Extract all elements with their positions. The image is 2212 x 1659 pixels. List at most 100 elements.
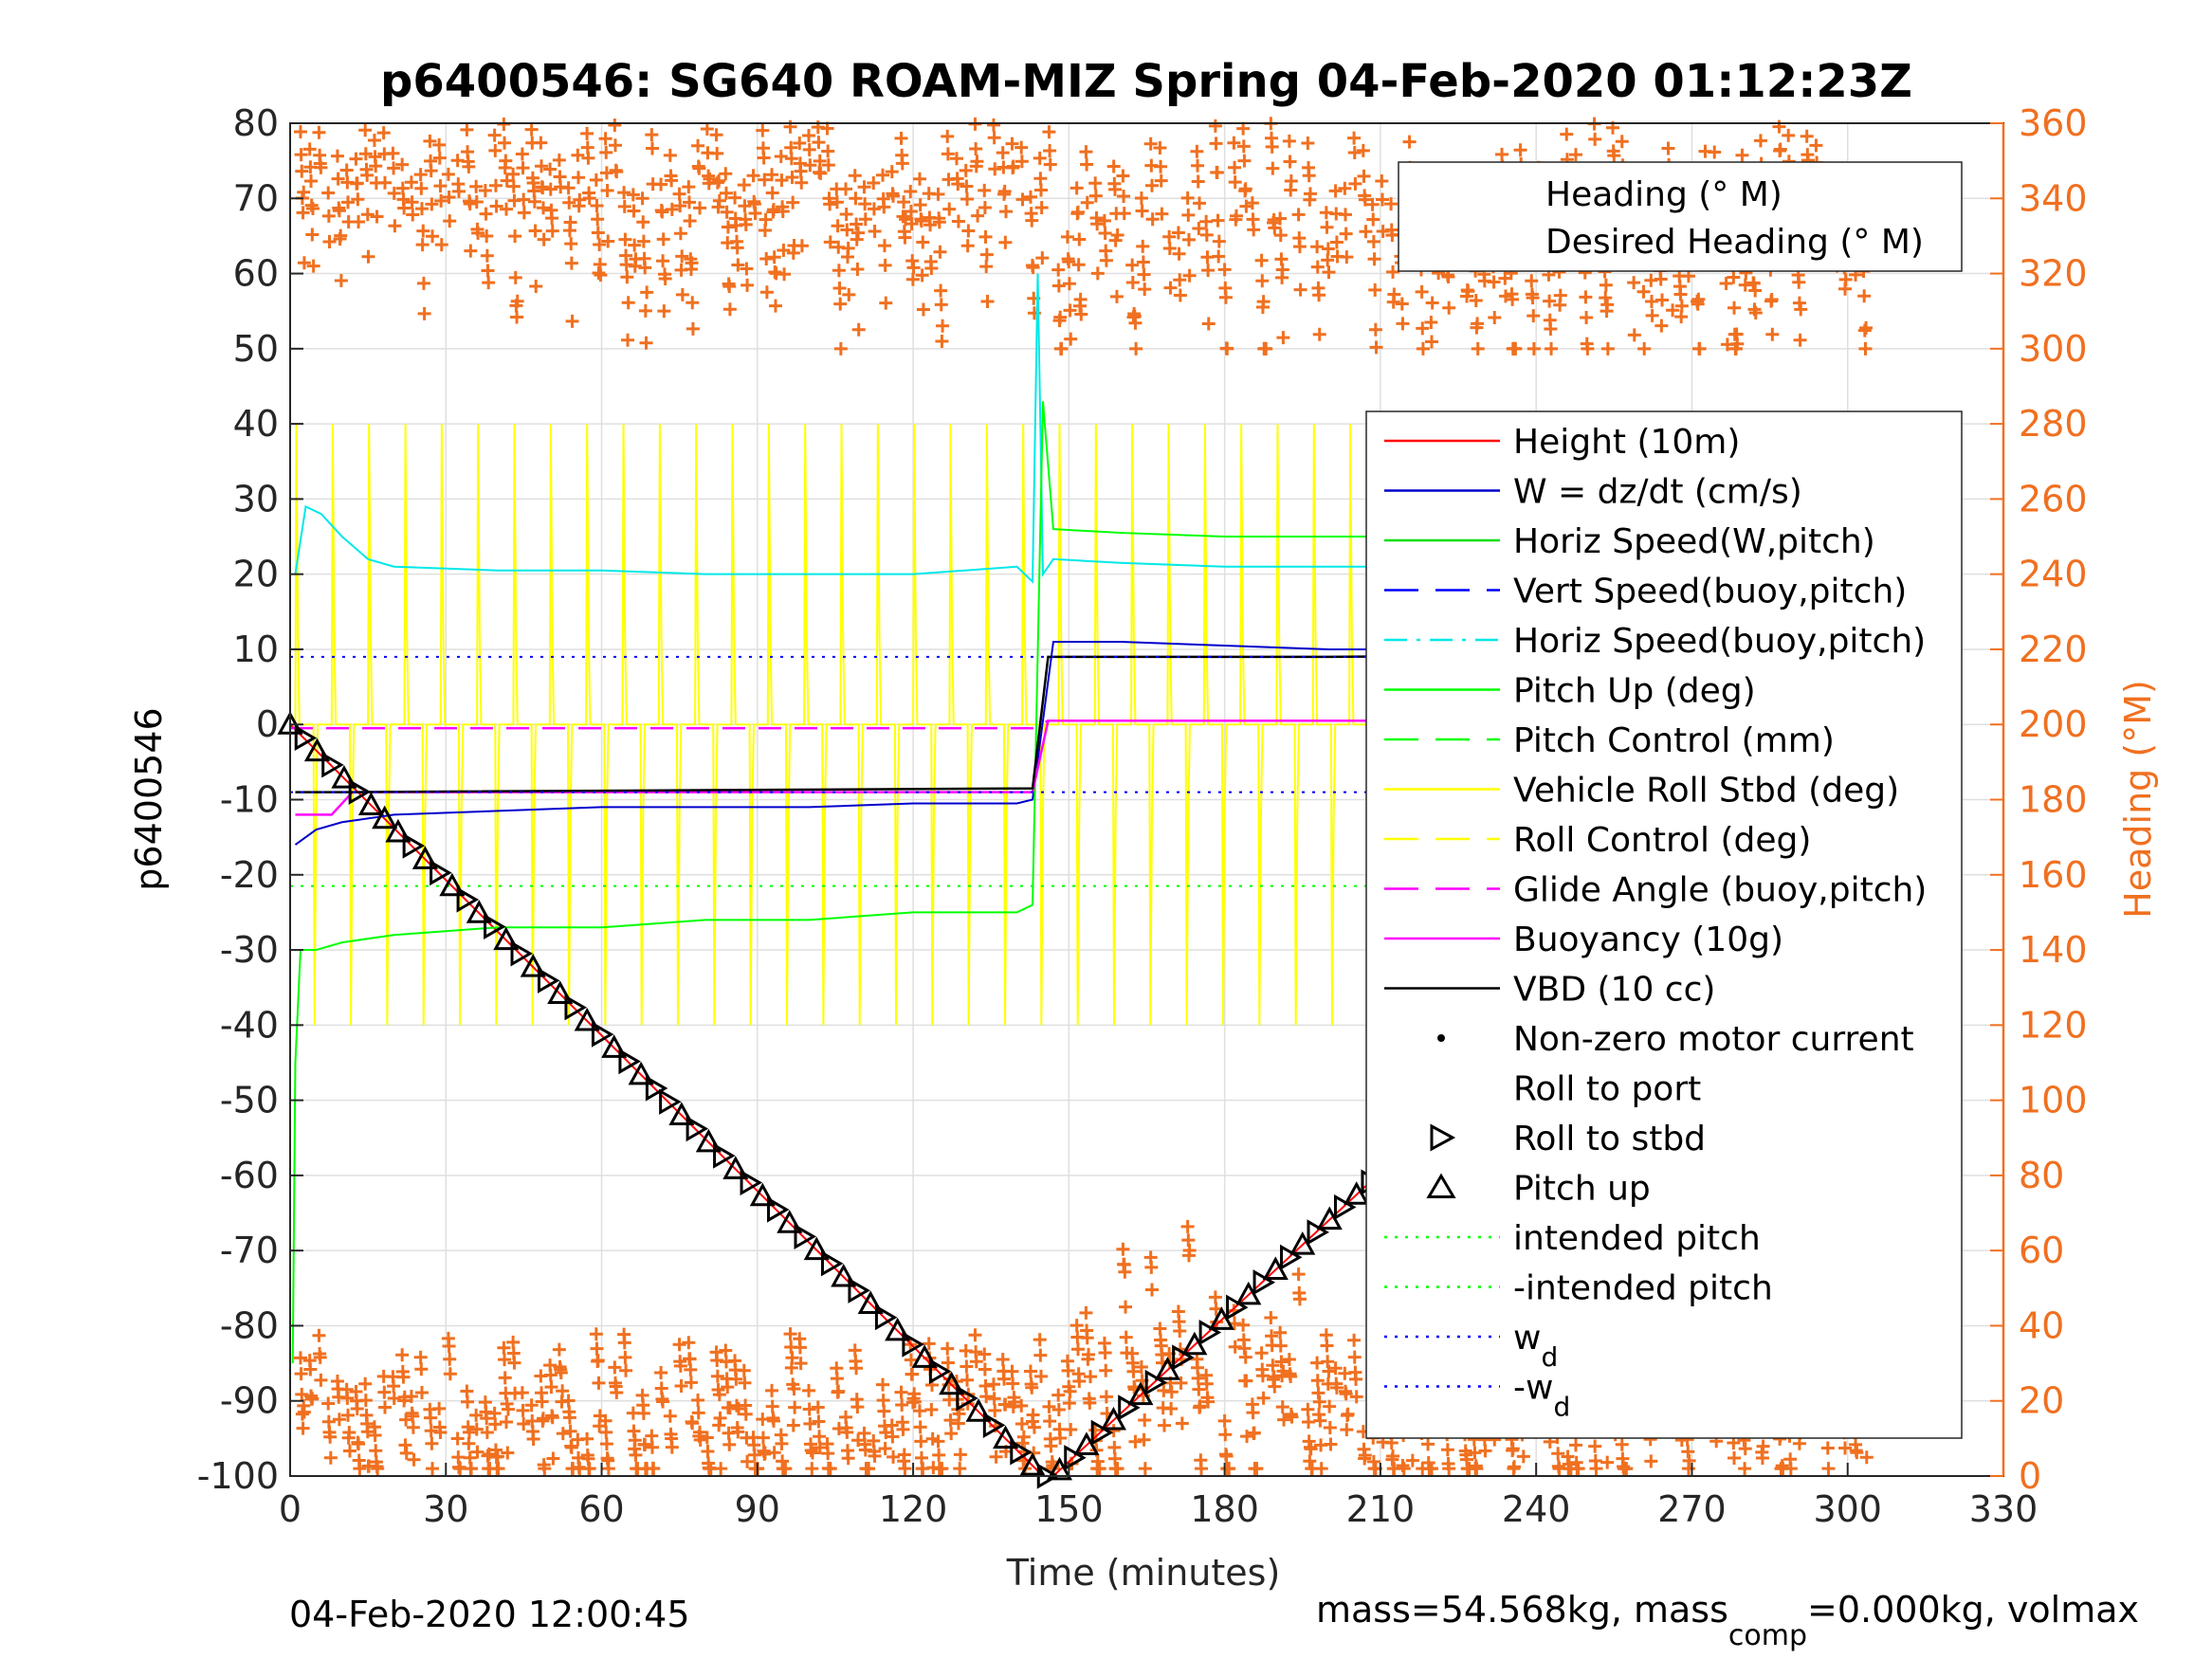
roll-stbd-marker — [294, 724, 318, 752]
heading-point — [425, 1436, 439, 1450]
heading-point — [1053, 1431, 1068, 1446]
heading-point — [1201, 317, 1216, 331]
heading-point — [460, 122, 474, 137]
left-y-axis: 80 70 60 50 40 30 20 10 0 -10 -20 -30 -40 -50 -60 -70 -8… — [197, 102, 303, 1497]
x-tick-label: 240 — [1502, 1488, 1571, 1530]
heading-point — [1164, 1402, 1179, 1416]
heading-point — [729, 1372, 743, 1386]
heading-point — [303, 1362, 318, 1376]
x-axis: 0 30 60 90 120 150 180 210 240 270 300 330 — [279, 1463, 2038, 1530]
heading-point — [481, 264, 495, 278]
roll-stbd-marker — [1118, 1395, 1141, 1421]
pitch-up-marker — [439, 872, 466, 897]
heading-point — [731, 1401, 745, 1415]
heading-point — [388, 219, 402, 233]
heading-point — [1015, 140, 1029, 155]
heading-point — [1755, 1450, 1769, 1465]
heading-point — [1173, 273, 1187, 287]
heading-point — [510, 310, 524, 324]
heading-point — [414, 202, 429, 216]
heading-point — [370, 210, 384, 224]
heading-point — [658, 271, 672, 285]
heading-point — [1023, 190, 1037, 204]
pitch-up-marker — [668, 1102, 695, 1125]
heading-point — [1589, 1462, 1603, 1476]
x-tick-label: 300 — [1813, 1488, 1882, 1530]
pitch-up-marker — [803, 1236, 830, 1261]
heading-point — [645, 141, 659, 155]
heading-point — [1228, 175, 1242, 190]
heading-point — [1425, 296, 1439, 310]
heading-point — [413, 168, 428, 182]
heading-point — [767, 1413, 781, 1428]
heading-point — [342, 1444, 356, 1458]
pitch-up-marker — [993, 1425, 1019, 1449]
heading-point — [1034, 201, 1049, 215]
heading-point — [1119, 1330, 1133, 1344]
heading-point — [1071, 258, 1086, 272]
heading-point — [1277, 1413, 1291, 1427]
heading-point — [932, 1448, 946, 1462]
heading-point — [813, 1430, 827, 1444]
heading-point — [598, 1413, 612, 1428]
heading-point — [1321, 253, 1335, 267]
y-left-tick-label: -70 — [220, 1230, 279, 1271]
heading-point — [784, 152, 798, 166]
heading-point — [1859, 1450, 1874, 1465]
heading-point — [1386, 1449, 1400, 1463]
heading-point — [721, 1380, 735, 1395]
heading-point — [877, 200, 891, 214]
heading-point — [894, 131, 908, 145]
heading-point — [1138, 283, 1152, 297]
heading-point — [1850, 1446, 1864, 1460]
heading-point — [1301, 1402, 1315, 1416]
heading-point — [1193, 1399, 1207, 1413]
heading-point — [654, 1365, 668, 1379]
roll-stbd-marker — [1198, 1319, 1222, 1346]
heading-point — [936, 319, 950, 333]
heading-point — [731, 1425, 745, 1439]
y-right-tick-label: 360 — [2019, 102, 2088, 144]
heading-point — [1154, 173, 1168, 188]
heading-point — [377, 1385, 392, 1399]
heading-point — [657, 304, 671, 319]
heading-point — [1136, 239, 1150, 253]
y-right-tick-label: 220 — [2019, 629, 2088, 670]
heading-point — [424, 1411, 438, 1425]
heading-point — [543, 162, 558, 176]
heading-point — [313, 1350, 327, 1364]
heading-point — [1265, 139, 1279, 154]
heading-point — [703, 172, 717, 186]
y-right-tick-label: 100 — [2019, 1080, 2088, 1121]
roll-stbd-marker — [713, 1142, 736, 1169]
heading-point — [341, 1408, 355, 1422]
heading-point — [878, 1441, 892, 1455]
heading-point — [1098, 1345, 1112, 1359]
heading-point — [914, 214, 928, 228]
heading-point — [608, 118, 622, 132]
heading-point — [1338, 181, 1352, 195]
heading-point — [506, 167, 521, 181]
heading-point — [1192, 1382, 1206, 1396]
chart-title: p6400546: SG640 ROAM-MIZ Spring 04-Feb-2… — [380, 55, 1912, 108]
heading-point — [1201, 1395, 1216, 1409]
legend-heading: Heading (° M) Desired Heading (° M) — [1398, 161, 1963, 272]
heading-point — [510, 294, 524, 308]
heading-point — [621, 296, 635, 310]
heading-point — [1615, 135, 1629, 149]
y-right-tick-label: 340 — [2019, 177, 2088, 219]
heading-point — [1274, 1355, 1289, 1369]
roll-stbd-marker — [564, 994, 587, 1021]
heading-point — [675, 249, 689, 264]
heading-point — [1090, 217, 1105, 231]
heading-point — [1738, 1442, 1752, 1456]
y-right-tick-label: 0 — [2019, 1455, 2041, 1497]
heading-point — [655, 205, 669, 219]
heading-point — [1588, 1439, 1602, 1453]
heading-point — [1266, 161, 1280, 175]
pitch-up-marker — [493, 926, 520, 951]
heading-point — [1322, 1364, 1336, 1378]
heading-point — [788, 1400, 802, 1414]
heading-point — [322, 235, 337, 249]
heading-point — [1368, 322, 1382, 337]
